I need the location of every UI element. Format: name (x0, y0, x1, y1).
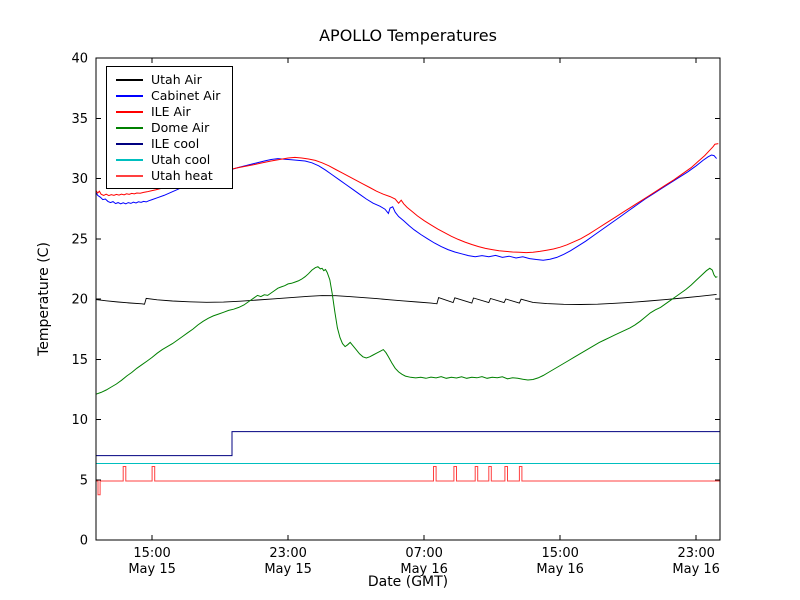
x-tick-time-label: 07:00 (405, 546, 442, 561)
y-tick-label: 30 (71, 172, 88, 187)
x-tick-time-label: 23:00 (677, 546, 714, 561)
y-tick-label: 35 (71, 112, 88, 127)
x-tick-time-label: 15:00 (541, 546, 578, 561)
legend-label: Dome Air (151, 120, 210, 135)
x-axis-label: Date (GMT) (367, 574, 449, 590)
legend-line-sample (116, 174, 143, 177)
legend-item-ile-air: ILE Air (116, 105, 220, 118)
legend-label: ILE Air (151, 104, 191, 119)
chart-title: APOLLO Temperatures (319, 26, 497, 45)
series-cabinet-air-line (95, 154, 717, 261)
y-tick-label: 15 (71, 353, 88, 368)
y-tick-label: 20 (71, 293, 88, 308)
legend-line-sample (116, 126, 143, 129)
series-ile-cool-line (96, 431, 720, 457)
y-tick-label: 40 (71, 52, 88, 67)
legend-line-sample (116, 142, 143, 145)
legend-label: Cabinet Air (151, 88, 221, 103)
x-tick-time-label: 15:00 (133, 546, 170, 561)
legend-line-sample (116, 94, 143, 97)
y-tick-label: 0 (80, 534, 88, 549)
series-dome-air-line (95, 266, 718, 395)
y-tick-label: 5 (80, 473, 88, 488)
legend-item-dome-air: Dome Air (116, 121, 220, 134)
legend-item-cabinet-air: Cabinet Air (116, 89, 220, 102)
legend-label: ILE cool (151, 136, 200, 151)
series-group (95, 143, 720, 496)
x-tick-date-label: May 16 (672, 562, 720, 577)
legend: Utah Air Cabinet Air ILE Air Dome Air ILE co… (106, 66, 234, 189)
legend-line-sample (116, 158, 143, 161)
x-tick-time-label: 23:00 (269, 546, 306, 561)
legend-line-sample (116, 110, 143, 113)
x-tick-date-label: May 15 (264, 562, 312, 577)
legend-line-sample (116, 78, 143, 81)
x-tick-date-label: May 16 (400, 562, 448, 577)
legend-label: Utah cool (151, 152, 211, 167)
y-tick-label: 10 (71, 413, 88, 428)
y-tick-label: 25 (71, 232, 88, 247)
legend-item-utah-air: Utah Air (116, 73, 220, 86)
x-tick-date-label: May 15 (128, 562, 176, 577)
series-utah-air-line (95, 293, 717, 305)
legend-label: Utah heat (151, 168, 213, 183)
legend-item-utah-heat: Utah heat (116, 169, 220, 182)
series-ile-air-line (95, 143, 719, 254)
legend-label: Utah Air (151, 72, 202, 87)
series-utah-heat-line (96, 466, 720, 496)
x-tick-date-label: May 16 (536, 562, 584, 577)
y-axis-label: Temperature (C) (36, 242, 52, 356)
y-axis: 0 5 10 15 20 25 30 35 40 (71, 52, 720, 549)
legend-item-ile-cool: ILE cool (116, 137, 220, 150)
legend-item-utah-cool: Utah cool (116, 153, 220, 166)
